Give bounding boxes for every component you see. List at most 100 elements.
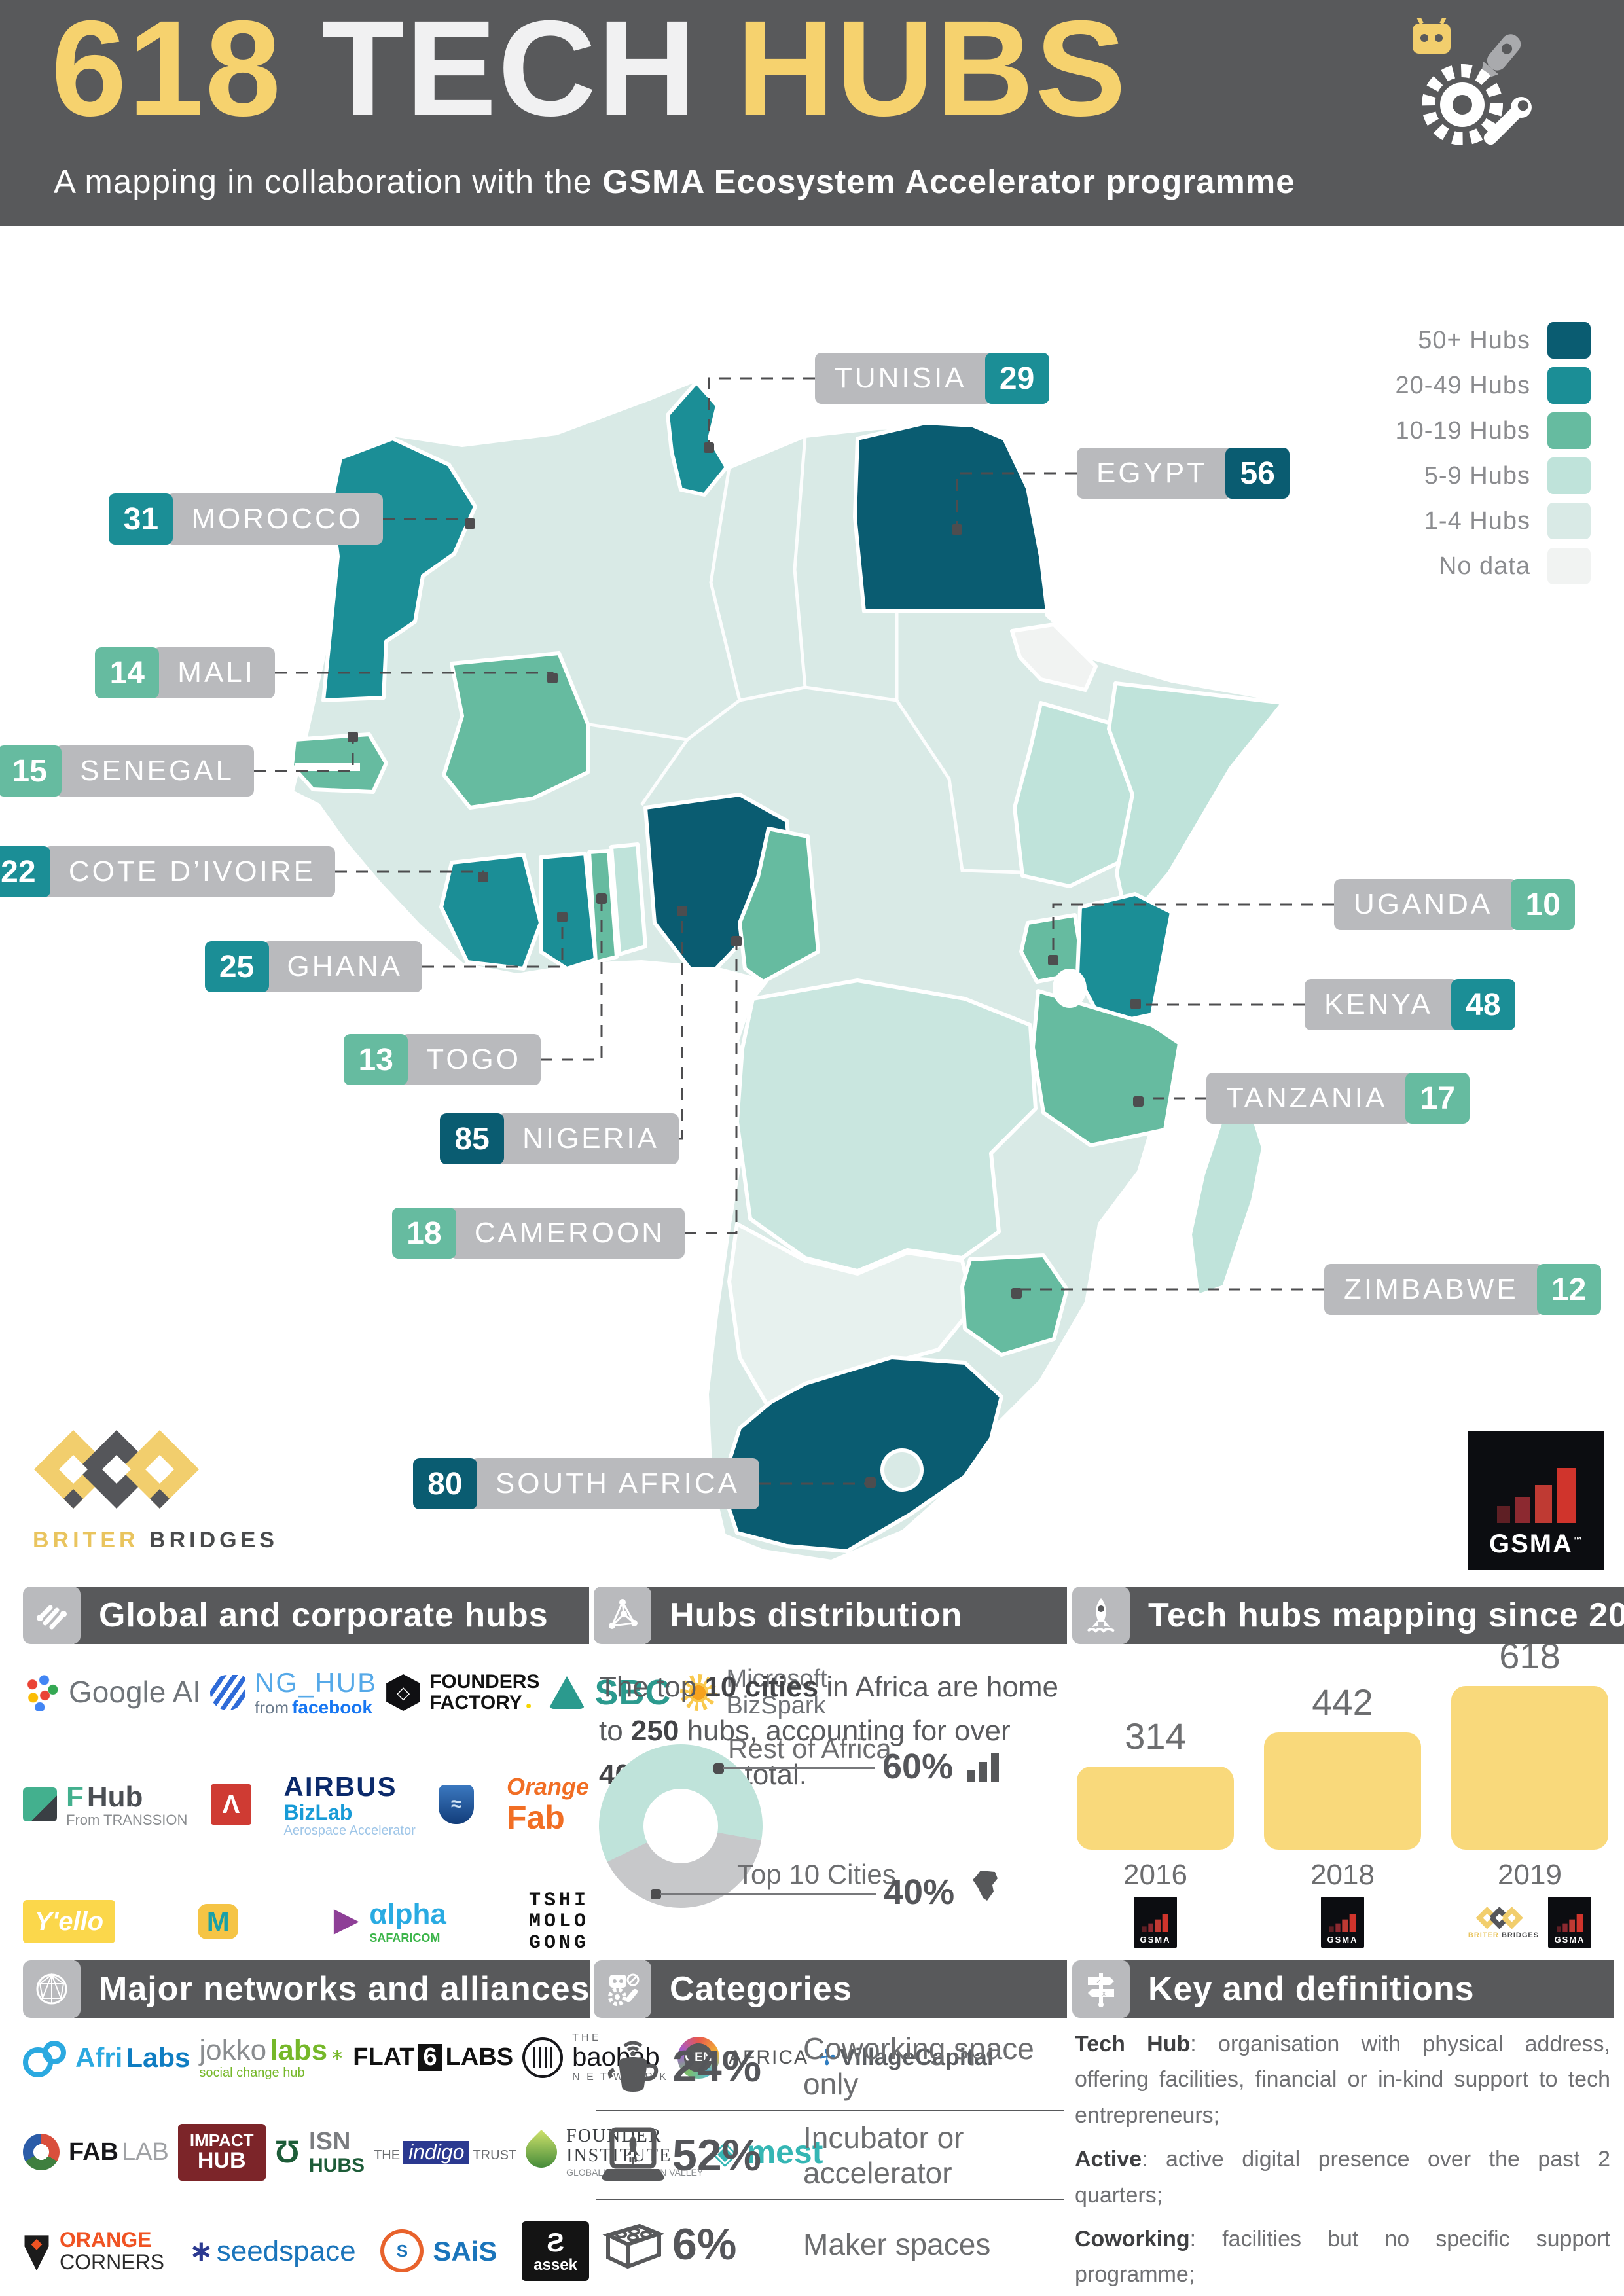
section-title-mapping: Tech hubs mapping since 2016 xyxy=(1148,1596,1624,1634)
chev-icon xyxy=(210,1675,246,1711)
logo-google-ai: Google AI xyxy=(23,1674,201,1712)
logo-box: IMPACT HUB xyxy=(177,2123,266,2181)
country-name-kenya: KENYA xyxy=(1305,979,1458,1030)
section-title-networks: Major networks and alliances xyxy=(99,1970,590,2008)
page-title: 618 TECH HUBS xyxy=(51,0,1127,147)
bar-value-2016: 314 xyxy=(1125,1715,1186,1757)
category-label-maker: Maker spaces xyxy=(803,2227,991,2261)
definitions-list: Tech Hub: organisation with physical add… xyxy=(1075,2026,1610,2296)
fhub-icon xyxy=(23,1787,57,1822)
map-country-ghana xyxy=(539,852,598,971)
logo-row: F Hub From TRANSSION Λ AIRBUS BizLab Aerospace… xyxy=(23,1771,589,1839)
tree-icon xyxy=(522,2037,564,2078)
country-name-senegal: SENEGAL xyxy=(55,745,254,797)
logo-flat6labs: FLAT 6 LABS xyxy=(353,2044,513,2072)
map-country-tanzania xyxy=(1031,989,1182,1147)
cube-icon: ◇ xyxy=(386,1674,421,1712)
logo-text: ORANGE CORNERS xyxy=(60,2227,165,2274)
bar-logos-2019: BRITER BRIDGES GSMA xyxy=(1468,1897,1592,1948)
bar-logos-2016: GSMA xyxy=(1134,1897,1177,1948)
subtitle-normal: A mapping in collaboration with the xyxy=(54,163,603,200)
subtitle-bold: GSMA Ecosystem Accelerator programme xyxy=(602,163,1295,200)
logo-text: SAiS xyxy=(433,2235,497,2267)
title-word-hubs: HUBS xyxy=(736,0,1128,145)
country-name-nigeria: NIGERIA xyxy=(497,1113,679,1164)
alphatri-icon xyxy=(333,1909,359,1935)
andela-icon: Λ xyxy=(210,1784,251,1825)
legend-row-2: 10-19 Hubs xyxy=(1296,412,1591,449)
category-label-incubator: Incubator or accelerator xyxy=(803,2121,964,2190)
categories-list: 24% Coworking space only 52% Incubator o… xyxy=(594,2028,1067,2283)
donut-line-rest xyxy=(723,1767,875,1769)
briter-bridges-diamonds xyxy=(34,1430,199,1509)
logo-text: AFRICA xyxy=(728,2046,808,2068)
country-label-cote-divoire: 22 COTE D’IVOIRE xyxy=(0,846,335,897)
briter-bridges-logo: BRITER BRIDGES xyxy=(33,1427,278,1553)
logo-text: ✢ VillageCapital xyxy=(818,2043,994,2071)
category-label-coworking: Coworking space only xyxy=(803,2032,1034,2101)
country-count-nigeria: 85 xyxy=(440,1113,505,1164)
leaf-icon xyxy=(519,2130,564,2175)
map-country-madagascar xyxy=(1188,1104,1265,1298)
bar-logos-2018: GSMA xyxy=(1321,1897,1364,1948)
logo-isn-hubs: Ʊ ISN HUBS xyxy=(275,2128,365,2176)
corporate-logo-wall: Google AI NG_HUB from facebook ◇ FOUNDERS FAC… xyxy=(23,1665,827,1954)
logo-orange-fab: Orange Fab xyxy=(507,1774,589,1835)
country-name-ghana: GHANA xyxy=(262,941,422,992)
section-title-definitions: Key and definitions xyxy=(1148,1970,1475,2008)
logo-founders-factory: ◇ FOUNDERS FACTORY ● xyxy=(386,1670,540,1714)
logo-y-ello-mtn: Y'ello xyxy=(23,1900,116,1944)
donut-label-rest: Rest of Africa xyxy=(728,1733,892,1764)
country-count-togo: 13 xyxy=(344,1034,408,1085)
logo-microsoft-bizspark: Microsoft BizSpark xyxy=(680,1665,827,1720)
category-row-incubator: 52% Incubator or accelerator xyxy=(594,2117,1067,2194)
tri-icon xyxy=(549,1676,586,1710)
country-name-morocco: MOROCCO xyxy=(166,493,383,545)
map-country-mali xyxy=(442,651,590,810)
legend-label: 10-19 Hubs xyxy=(1395,416,1530,444)
hubs-distribution-donut xyxy=(599,1744,763,1908)
category-pct-maker: 6% xyxy=(672,2219,737,2269)
map-lake-victoria xyxy=(1053,969,1087,1008)
logo-text: Microsoft BizSpark xyxy=(726,1665,827,1720)
legend-swatch xyxy=(1547,457,1591,494)
logo-fablab: FAB LAB xyxy=(23,2134,169,2171)
country-count-zimbabwe: 12 xyxy=(1536,1264,1601,1315)
title-number: 618 xyxy=(51,0,283,145)
definition-tech-hub: Tech Hub: organisation with physical add… xyxy=(1075,2032,1610,2128)
fab-icon xyxy=(23,2134,60,2171)
bridges-word: BRIDGES xyxy=(149,1528,278,1552)
bar-rect-2016 xyxy=(1077,1767,1234,1850)
country-label-uganda: UGANDA 10 xyxy=(1334,879,1576,930)
svg-text:x: x xyxy=(1102,1990,1106,1998)
country-count-tunisia: 29 xyxy=(984,353,1049,404)
logo-the-indigo-trust: THE indigo TRUST xyxy=(374,2141,516,2164)
section-title-categories: Categories xyxy=(670,1970,852,2008)
logo-text: αlpha SAFARICOM xyxy=(369,1898,446,1945)
legend-label: 50+ Hubs xyxy=(1418,326,1530,354)
bar-group-2019: 618 2019 BRITER BRIDGES GSMA xyxy=(1451,1634,1608,1948)
logo-text: F Hub From TRANSSION xyxy=(66,1780,188,1829)
logo-text: SBC xyxy=(594,1672,672,1712)
logo-airbus-bizlab-aerospace-accelerator: AIRBUS BizLab Aerospace Accelerator xyxy=(284,1771,416,1839)
divider xyxy=(596,2110,1064,2111)
category-row-maker: 6% Maker spaces xyxy=(594,2206,1067,2283)
map-border-algeria xyxy=(686,467,742,741)
country-name-egypt: EGYPT xyxy=(1077,448,1233,499)
map-border-sahel xyxy=(739,685,897,702)
logo-text: FOUNDERS FACTORY ● xyxy=(429,1670,540,1714)
circles-icon xyxy=(23,2040,66,2077)
map-border-libya xyxy=(793,435,807,688)
subtitle: A mapping in collaboration with the GSMA… xyxy=(54,162,1295,201)
country-label-cameroon: 18 CAMEROON xyxy=(391,1208,685,1259)
section-header-definitions: ✓ x Key and definitions xyxy=(1072,1960,1614,2018)
map-border-niger xyxy=(585,722,689,806)
donut-label-top10: Top 10 Cities xyxy=(737,1859,896,1890)
sais-icon: S xyxy=(380,2229,424,2273)
logo-sbc: SBC xyxy=(549,1674,671,1712)
section-header-corporate: Global and corporate hubs xyxy=(23,1587,589,1644)
map-country-cameroon xyxy=(738,827,820,984)
section-title-distribution: Hubs distribution xyxy=(670,1596,963,1634)
category-pct-coworking: 24% xyxy=(672,2041,762,2091)
